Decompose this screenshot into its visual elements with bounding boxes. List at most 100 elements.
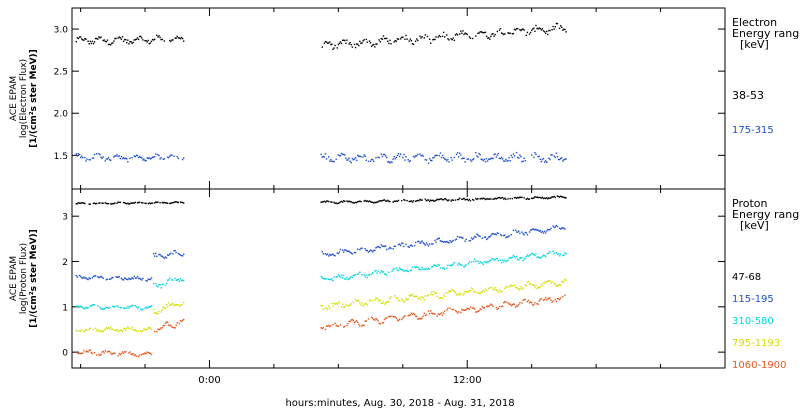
data-point xyxy=(163,257,166,259)
data-point xyxy=(181,279,184,281)
data-point xyxy=(111,277,113,279)
data-point xyxy=(115,155,117,157)
data-point xyxy=(108,328,111,330)
data-point xyxy=(470,261,473,263)
data-point xyxy=(349,251,351,254)
data-point xyxy=(365,249,367,252)
data-point xyxy=(364,155,366,157)
data-point xyxy=(375,297,377,299)
data-point xyxy=(475,311,477,313)
data-point xyxy=(412,200,415,202)
data-point xyxy=(534,254,536,257)
legend-entry: 47-68 xyxy=(732,272,761,283)
data-point xyxy=(438,237,441,240)
data-point xyxy=(322,253,325,255)
data-point xyxy=(85,38,87,40)
data-point xyxy=(399,38,402,40)
data-point xyxy=(341,201,344,203)
data-point xyxy=(361,247,363,249)
data-point xyxy=(508,303,510,305)
data-point xyxy=(443,36,446,38)
data-point xyxy=(519,28,521,31)
data-point xyxy=(419,242,421,244)
data-point xyxy=(534,286,536,288)
data-point xyxy=(356,300,359,302)
data-point xyxy=(117,155,119,158)
data-point xyxy=(553,252,555,255)
data-point xyxy=(492,157,494,160)
data-point xyxy=(343,200,345,202)
data-point xyxy=(492,288,494,290)
data-point xyxy=(563,254,565,256)
data-point xyxy=(443,310,446,312)
data-point xyxy=(450,38,452,40)
data-point xyxy=(490,303,492,305)
data-point xyxy=(182,157,185,159)
data-point xyxy=(107,307,110,310)
data-point xyxy=(355,320,358,322)
data-point xyxy=(541,28,544,30)
data-point xyxy=(409,38,412,40)
data-point xyxy=(172,202,174,204)
legend-title: [keV] xyxy=(740,38,769,51)
data-point xyxy=(456,294,459,296)
data-point xyxy=(338,154,341,157)
data-point xyxy=(428,158,431,160)
data-point xyxy=(122,328,125,330)
data-point xyxy=(540,257,543,259)
data-point xyxy=(117,330,119,333)
data-point xyxy=(133,39,135,41)
data-point xyxy=(515,287,518,289)
data-point xyxy=(99,330,101,333)
data-point xyxy=(347,200,349,203)
series-1060-1900 xyxy=(76,294,566,358)
data-point xyxy=(151,38,154,41)
data-point xyxy=(108,350,111,353)
data-point xyxy=(145,280,147,282)
data-point xyxy=(178,280,181,282)
data-point xyxy=(384,200,387,202)
data-point xyxy=(407,270,409,273)
data-point xyxy=(367,318,370,320)
data-point xyxy=(565,279,567,282)
data-point xyxy=(156,255,158,258)
data-point xyxy=(539,257,541,259)
data-point xyxy=(155,312,157,314)
data-point xyxy=(365,303,367,305)
data-point xyxy=(129,202,131,205)
data-point xyxy=(341,39,344,42)
data-point xyxy=(396,319,399,321)
data-point xyxy=(321,276,323,279)
data-point xyxy=(123,307,126,309)
data-point xyxy=(485,305,488,307)
data-point xyxy=(542,254,545,256)
data-point xyxy=(450,241,452,243)
data-point xyxy=(147,306,149,309)
data-point xyxy=(116,202,118,204)
data-point xyxy=(512,254,515,257)
data-point xyxy=(422,242,424,244)
data-point xyxy=(150,202,153,204)
data-point xyxy=(375,247,377,249)
data-point xyxy=(356,273,359,276)
data-point xyxy=(556,195,559,197)
data-point xyxy=(548,197,550,199)
data-point xyxy=(368,40,371,42)
data-point xyxy=(481,305,483,308)
data-point xyxy=(158,253,160,256)
data-point xyxy=(470,237,473,239)
data-point xyxy=(169,277,171,279)
data-point xyxy=(449,290,451,293)
data-point xyxy=(79,305,82,308)
data-point xyxy=(508,235,510,237)
data-point xyxy=(83,350,85,352)
data-point xyxy=(105,158,108,160)
data-point xyxy=(181,255,184,257)
data-point xyxy=(518,230,520,232)
data-point xyxy=(417,153,419,156)
data-point xyxy=(93,304,96,306)
data-point xyxy=(347,278,349,281)
data-point xyxy=(459,197,461,200)
data-point xyxy=(522,28,524,30)
